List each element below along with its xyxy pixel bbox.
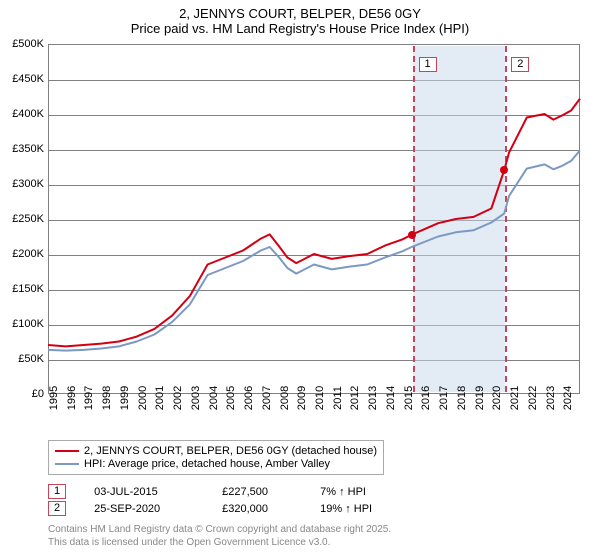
title-block: 2, JENNYS COURT, BELPER, DE56 0GY Price … xyxy=(0,0,600,38)
series-property xyxy=(48,99,580,347)
x-tick-label: 2023 xyxy=(545,386,557,410)
title-line1: 2, JENNYS COURT, BELPER, DE56 0GY xyxy=(0,6,600,21)
sale-badge-2: 2 xyxy=(48,501,66,516)
x-tick-label: 2021 xyxy=(509,386,521,410)
x-tick-label: 2001 xyxy=(154,386,166,410)
sale-date-1: 03-JUL-2015 xyxy=(94,486,194,498)
x-tick-label: 2014 xyxy=(385,386,397,410)
legend-row: HPI: Average price, detached house, Ambe… xyxy=(55,458,377,470)
y-tick-label: £150K xyxy=(12,283,44,295)
x-tick-label: 2009 xyxy=(296,386,308,410)
y-tick-label: £350K xyxy=(12,143,44,155)
chart-area: 12 £0£50K£100K£150K£200K£250K£300K£350K£… xyxy=(48,44,580,394)
sale-badge-1: 1 xyxy=(48,484,66,499)
title-line2: Price paid vs. HM Land Registry's House … xyxy=(0,21,600,36)
sale-price-1: £227,500 xyxy=(222,486,292,498)
x-tick-label: 2019 xyxy=(474,386,486,410)
x-tick-label: 2016 xyxy=(420,386,432,410)
legend-swatch-1 xyxy=(55,463,79,465)
x-tick-label: 2017 xyxy=(438,386,450,410)
sale-point xyxy=(408,231,416,239)
footer-line2: This data is licensed under the Open Gov… xyxy=(48,537,391,550)
x-tick-label: 2006 xyxy=(243,386,255,410)
y-tick-label: £250K xyxy=(12,213,44,225)
y-tick-label: £400K xyxy=(12,108,44,120)
x-tick-label: 2010 xyxy=(314,386,326,410)
x-tick-label: 2011 xyxy=(332,386,344,410)
sale-row-1: 1 03-JUL-2015 £227,500 7% ↑ HPI xyxy=(48,484,400,499)
x-tick-label: 1995 xyxy=(48,386,60,410)
x-tick-label: 2004 xyxy=(208,386,220,410)
x-tick-label: 2018 xyxy=(456,386,468,410)
y-tick-label: £500K xyxy=(12,38,44,50)
x-tick-label: 1996 xyxy=(66,386,78,410)
y-tick-label: £200K xyxy=(12,248,44,260)
legend-swatch-0 xyxy=(55,450,79,452)
footer-line1: Contains HM Land Registry data © Crown c… xyxy=(48,524,391,537)
x-tick-label: 2002 xyxy=(172,386,184,410)
x-tick-label: 2005 xyxy=(225,386,237,410)
sale-diff-2: 19% ↑ HPI xyxy=(320,503,400,515)
x-tick-label: 2007 xyxy=(261,386,273,410)
x-tick-label: 1998 xyxy=(101,386,113,410)
x-tick-label: 2012 xyxy=(349,386,361,410)
x-tick-label: 2020 xyxy=(491,386,503,410)
y-tick-label: £300K xyxy=(12,178,44,190)
x-tick-label: 2013 xyxy=(367,386,379,410)
y-tick-label: £450K xyxy=(12,73,44,85)
sale-price-2: £320,000 xyxy=(222,503,292,515)
y-tick-label: £50K xyxy=(18,353,44,365)
legend-text-0: 2, JENNYS COURT, BELPER, DE56 0GY (detac… xyxy=(84,445,377,457)
sale-point xyxy=(500,166,508,174)
x-tick-label: 2024 xyxy=(562,386,574,410)
x-tick-label: 2022 xyxy=(527,386,539,410)
x-tick-label: 1997 xyxy=(83,386,95,410)
y-tick-label: £100K xyxy=(12,318,44,330)
chart-lines xyxy=(48,44,580,394)
x-tick-label: 2008 xyxy=(279,386,291,410)
legend-text-1: HPI: Average price, detached house, Ambe… xyxy=(84,458,330,470)
x-tick-label: 2000 xyxy=(137,386,149,410)
sale-diff-1: 7% ↑ HPI xyxy=(320,486,400,498)
x-tick-label: 2003 xyxy=(190,386,202,410)
legend-row: 2, JENNYS COURT, BELPER, DE56 0GY (detac… xyxy=(55,445,377,457)
x-tick-label: 2015 xyxy=(403,386,415,410)
x-tick-label: 1999 xyxy=(119,386,131,410)
footer: Contains HM Land Registry data © Crown c… xyxy=(48,524,391,549)
sale-date-2: 25-SEP-2020 xyxy=(94,503,194,515)
sales-rows: 1 03-JUL-2015 £227,500 7% ↑ HPI 2 25-SEP… xyxy=(48,482,400,518)
y-tick-label: £0 xyxy=(32,388,44,400)
legend-box: 2, JENNYS COURT, BELPER, DE56 0GY (detac… xyxy=(48,440,384,475)
sale-row-2: 2 25-SEP-2020 £320,000 19% ↑ HPI xyxy=(48,501,400,516)
